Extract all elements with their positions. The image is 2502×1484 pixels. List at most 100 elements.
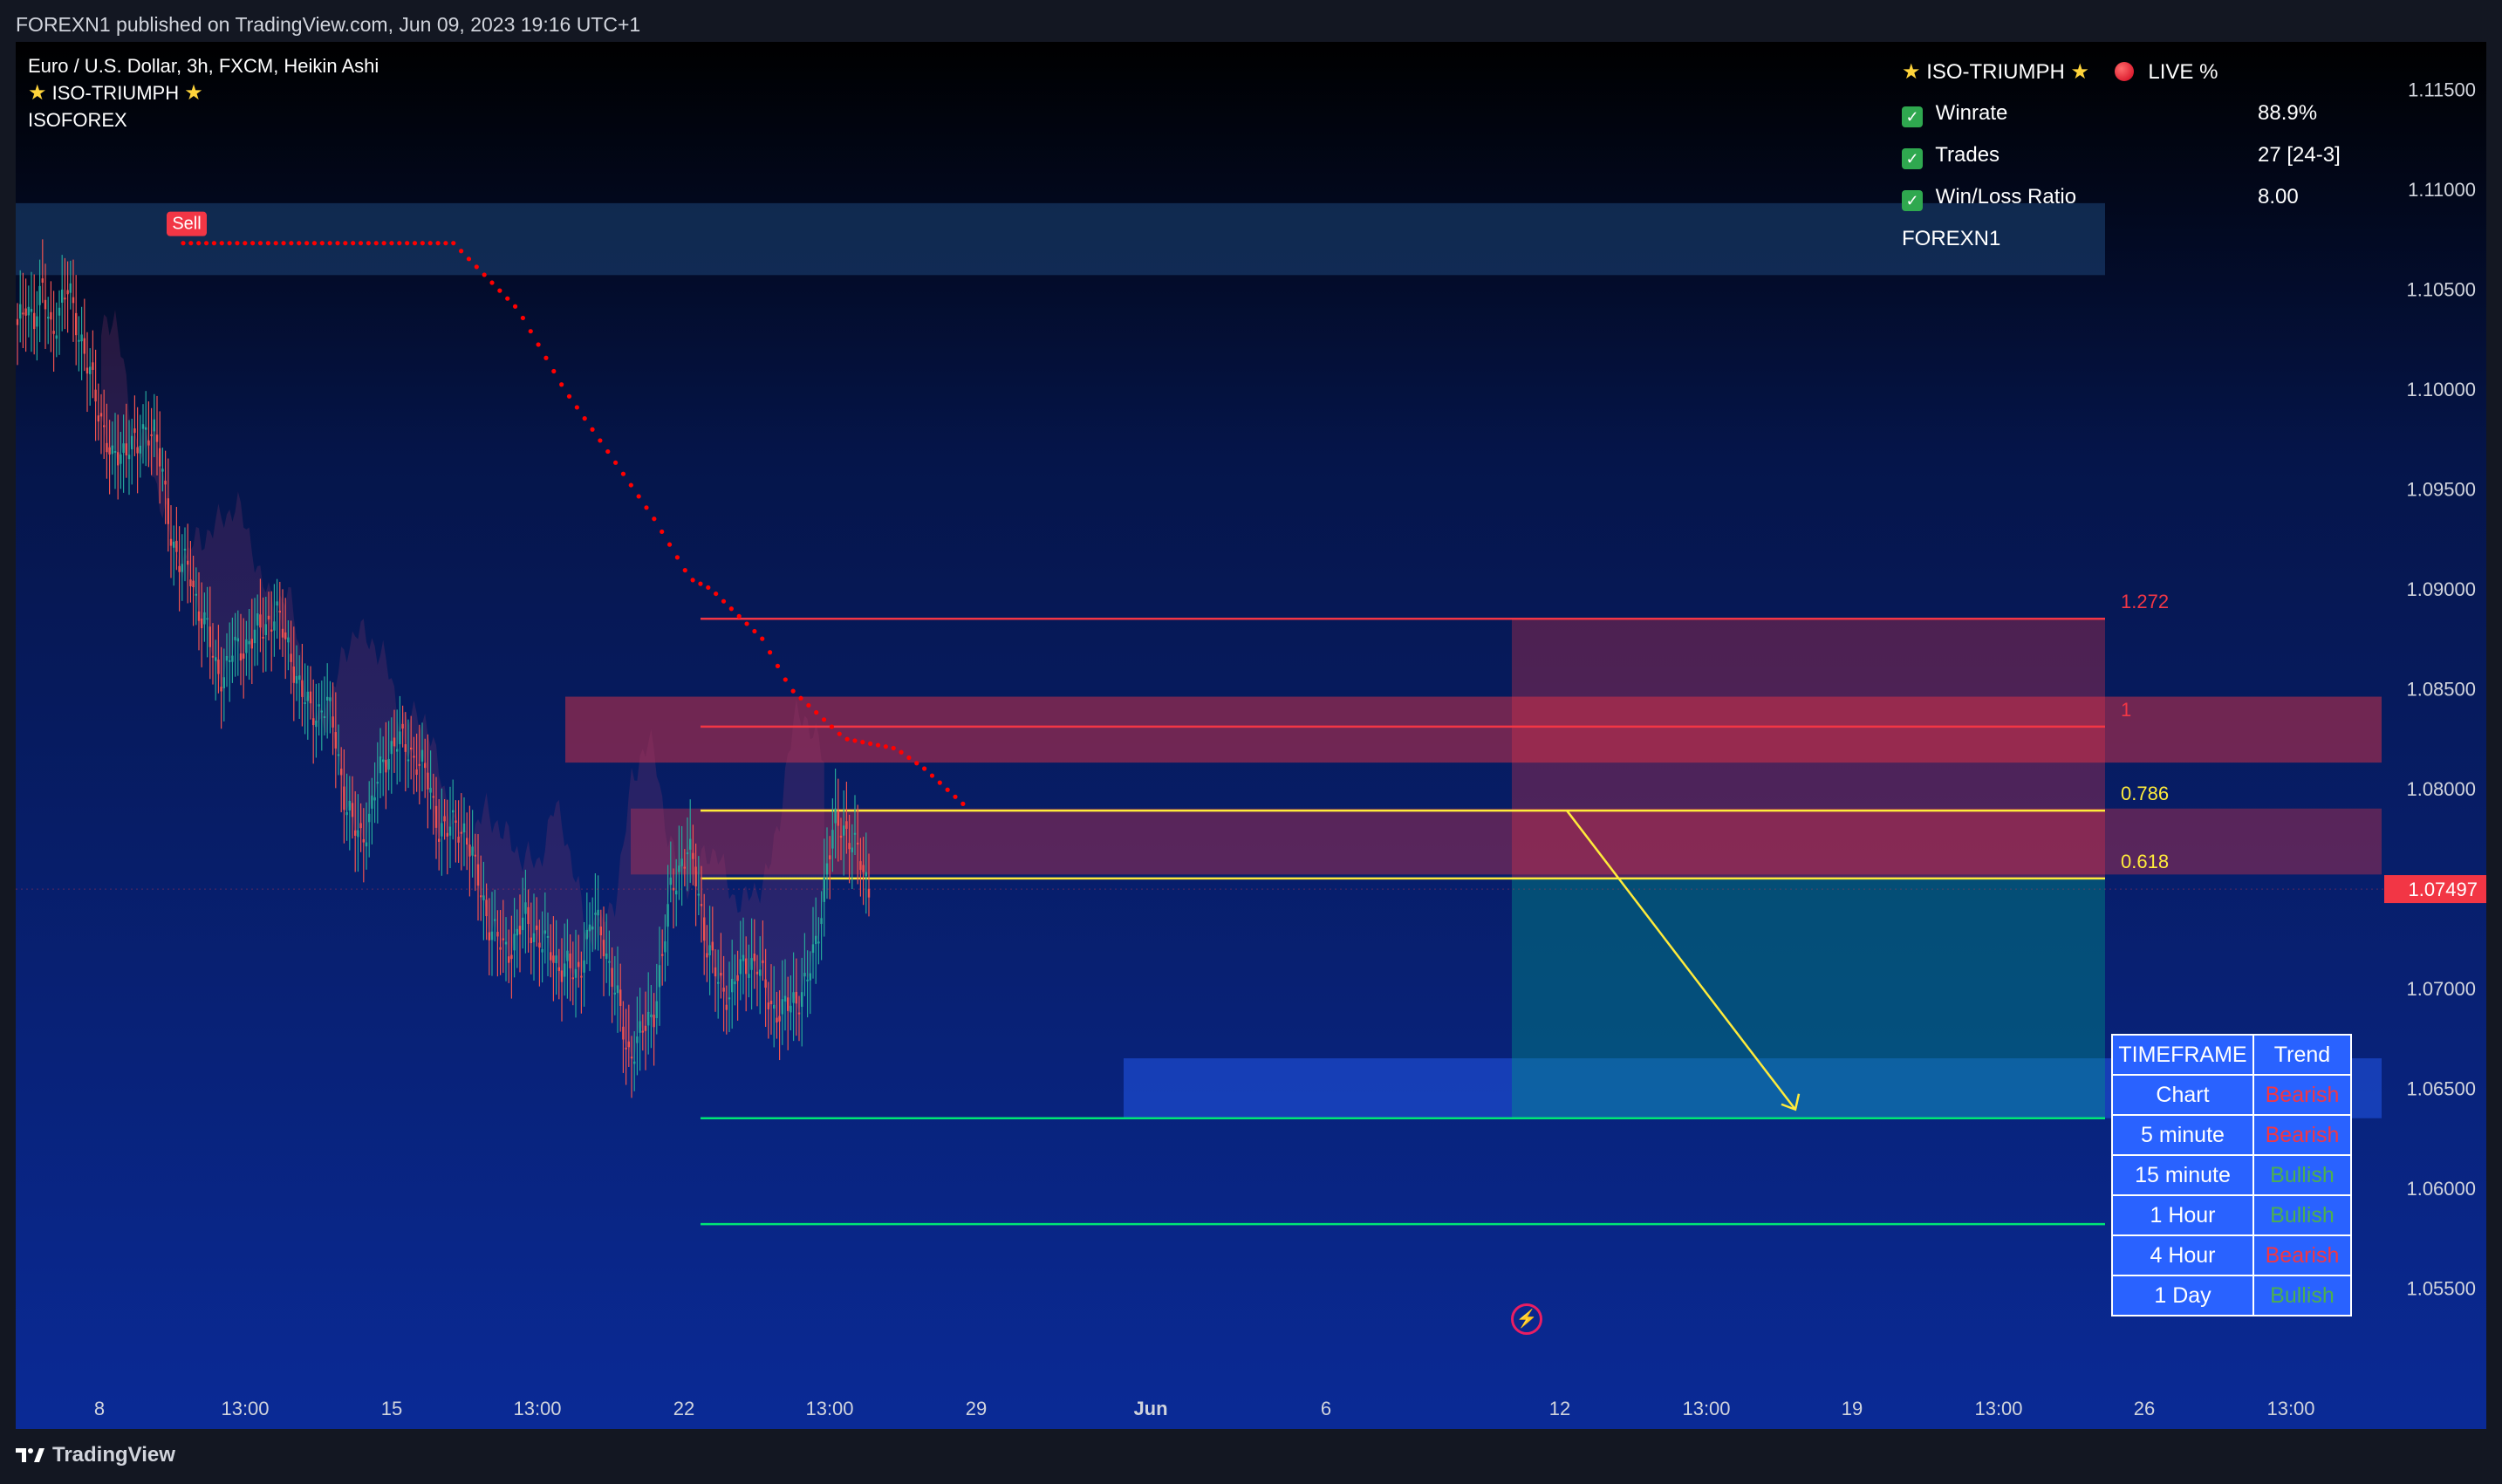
candle-body xyxy=(441,823,443,837)
resistance-cloud xyxy=(101,309,824,1062)
trend-header-timeframe: TIMEFRAME xyxy=(2111,1034,2254,1076)
candle-body xyxy=(527,906,530,925)
candle-body xyxy=(667,904,669,927)
candle-body xyxy=(692,852,694,859)
candle-body xyxy=(664,940,667,953)
trailing-stop-dot xyxy=(181,241,186,246)
candle-body xyxy=(474,854,476,857)
trailing-stop-dot xyxy=(405,241,410,246)
candle-body xyxy=(605,953,608,960)
trailing-stop-dot xyxy=(628,482,633,488)
candle-body xyxy=(759,969,762,976)
trend-row: 15 minute Bullish xyxy=(2111,1154,2352,1196)
price-tick-label: 1.08500 xyxy=(2406,678,2476,700)
trailing-stop-dot xyxy=(868,741,873,746)
trailing-stop-dot xyxy=(559,382,564,387)
candle-body xyxy=(30,309,33,312)
candle-body xyxy=(58,307,61,316)
trend-timeframe: 15 minute xyxy=(2111,1154,2254,1196)
candle-body xyxy=(783,995,787,1002)
candle-body xyxy=(373,797,376,801)
candle-body xyxy=(108,447,111,455)
candle-body xyxy=(778,1016,781,1022)
candle-body xyxy=(111,445,113,455)
time-tick-label: 8 xyxy=(94,1398,105,1419)
candle-body xyxy=(434,805,438,828)
candle-body xyxy=(599,927,602,936)
candle-body xyxy=(47,317,50,319)
time-tick-label: 12 xyxy=(1549,1398,1570,1419)
tradingview-brand[interactable]: TradingView xyxy=(16,1443,175,1467)
candle-body xyxy=(413,756,415,758)
time-tick-label: 13:00 xyxy=(221,1398,269,1419)
publisher-bar: FOREXN1 published on TradingView.com, Ju… xyxy=(0,0,2502,42)
candle-body xyxy=(19,304,22,319)
candle-body xyxy=(368,813,371,823)
trailing-stop-dot xyxy=(891,745,896,751)
trailing-stop-dot xyxy=(250,241,256,246)
trailing-stop-dot xyxy=(728,606,734,612)
candle-body xyxy=(429,788,432,793)
trailing-stop-dot xyxy=(273,241,278,246)
price-tick-label: 1.11000 xyxy=(2408,179,2476,201)
sell-signal-label: Sell xyxy=(172,215,201,234)
candle-body xyxy=(231,655,234,662)
trend-row: 1 Day Bullish xyxy=(2111,1275,2352,1316)
candle-body xyxy=(569,953,571,968)
candle-body xyxy=(120,454,122,464)
trailing-stop-dot xyxy=(466,256,472,262)
candle-body xyxy=(471,846,474,856)
trailing-stop-dot xyxy=(512,304,518,309)
candle-body xyxy=(103,425,106,427)
candle-body xyxy=(340,769,343,776)
candle-body xyxy=(229,660,231,662)
candle-body xyxy=(295,675,298,684)
lightning-icon[interactable]: ⚡ xyxy=(1511,1303,1542,1335)
trend-row: 4 Hour Bearish xyxy=(2111,1234,2352,1276)
candle-body xyxy=(410,747,413,749)
stats-footer: FOREXN1 xyxy=(1902,227,2001,250)
candle-body xyxy=(332,716,334,728)
candle-body xyxy=(831,830,834,849)
candle-body xyxy=(560,970,564,982)
indicator-name: ISO-TRIUMPH xyxy=(51,82,180,104)
trend-row: 5 minute Bearish xyxy=(2111,1114,2352,1156)
trailing-stop-dot xyxy=(366,241,371,246)
trailing-stop-dot xyxy=(459,249,464,254)
candle-body xyxy=(708,945,711,956)
candle-body xyxy=(175,540,178,552)
trailing-stop-dot xyxy=(706,585,711,591)
candle-body xyxy=(641,1030,644,1033)
candle-body xyxy=(315,721,318,728)
last-price-label: 1.07497 xyxy=(2408,879,2478,900)
candle-body xyxy=(839,835,843,838)
time-tick-label: 29 xyxy=(966,1398,987,1419)
candle-body xyxy=(499,947,502,950)
supply-zone xyxy=(565,696,2382,763)
candle-body xyxy=(320,710,323,713)
candle-body xyxy=(722,988,725,992)
fib-label: 1.272 xyxy=(2121,591,2169,612)
trend-value: Bullish xyxy=(2252,1275,2352,1316)
candle-body xyxy=(566,950,569,961)
candle-body xyxy=(792,992,795,1003)
projection-arrowhead xyxy=(1781,1093,1801,1111)
time-tick-label: 13:00 xyxy=(513,1398,561,1419)
candle-body xyxy=(161,468,164,472)
trailing-stop-dot xyxy=(821,717,827,722)
candle-body xyxy=(262,636,264,639)
candle-body xyxy=(627,1041,630,1048)
trailing-stop-dot xyxy=(674,555,680,560)
candle-body xyxy=(273,621,276,631)
candles-layer xyxy=(16,239,871,1098)
candle-body xyxy=(50,311,52,320)
candle-body xyxy=(446,832,448,837)
publisher-text: FOREXN1 published on TradingView.com, Ju… xyxy=(16,13,641,36)
candle-body xyxy=(518,926,522,935)
candle-body xyxy=(376,782,379,784)
trailing-stop-dot xyxy=(335,241,340,246)
candle-body xyxy=(490,931,494,940)
candle-body xyxy=(83,338,85,354)
